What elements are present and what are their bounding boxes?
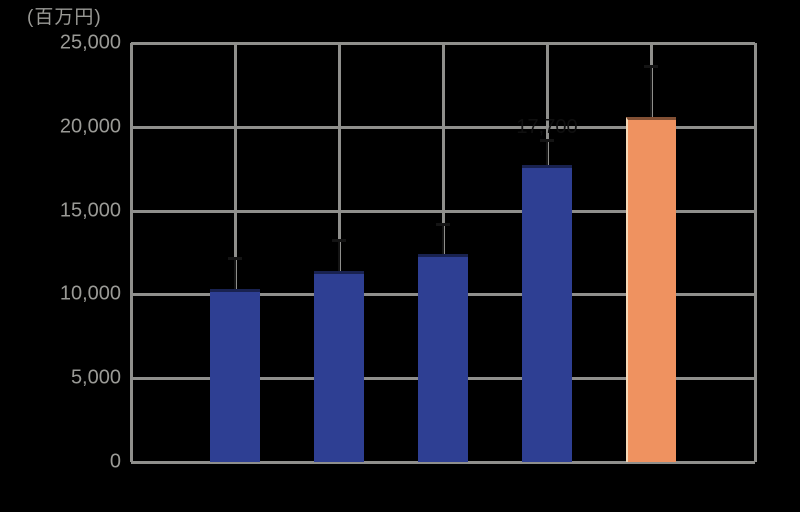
y-tick-label: 5,000	[70, 366, 121, 389]
error-bar-cap	[332, 238, 346, 242]
y-axis-unit-title: (百万円)	[27, 7, 102, 28]
gridline-vertical	[754, 43, 757, 462]
bar	[314, 270, 364, 462]
gridline-horizontal	[131, 125, 755, 129]
error-bar-cap	[644, 65, 658, 69]
error-bar-cap	[540, 139, 554, 143]
y-tick-label: 20,000	[59, 115, 121, 138]
error-bar-stem	[650, 66, 652, 117]
error-bar-cap	[228, 256, 242, 260]
error-bar-stem	[234, 257, 236, 290]
bar	[418, 254, 468, 462]
error-bar-stem	[442, 224, 444, 255]
y-tick-label: 0	[109, 450, 121, 473]
y-tick-label: 25,000	[59, 31, 121, 54]
bar	[522, 165, 572, 462]
bar	[210, 289, 260, 462]
gridline-horizontal	[131, 209, 755, 213]
gridline-vertical	[130, 43, 133, 462]
gridline-horizontal	[131, 42, 755, 45]
error-bar-cap	[436, 223, 450, 226]
error-bar-stem	[546, 140, 548, 166]
y-tick-label: 10,000	[59, 282, 121, 305]
gridline-horizontal	[131, 461, 755, 464]
plot-area: 17,700	[130, 42, 757, 464]
y-tick-label: 15,000	[59, 199, 121, 222]
bar-value-annotation: 17,700	[516, 116, 578, 139]
gridline-vertical	[234, 43, 237, 462]
error-bar-stem	[338, 239, 340, 271]
bar-highlighted	[626, 116, 676, 462]
